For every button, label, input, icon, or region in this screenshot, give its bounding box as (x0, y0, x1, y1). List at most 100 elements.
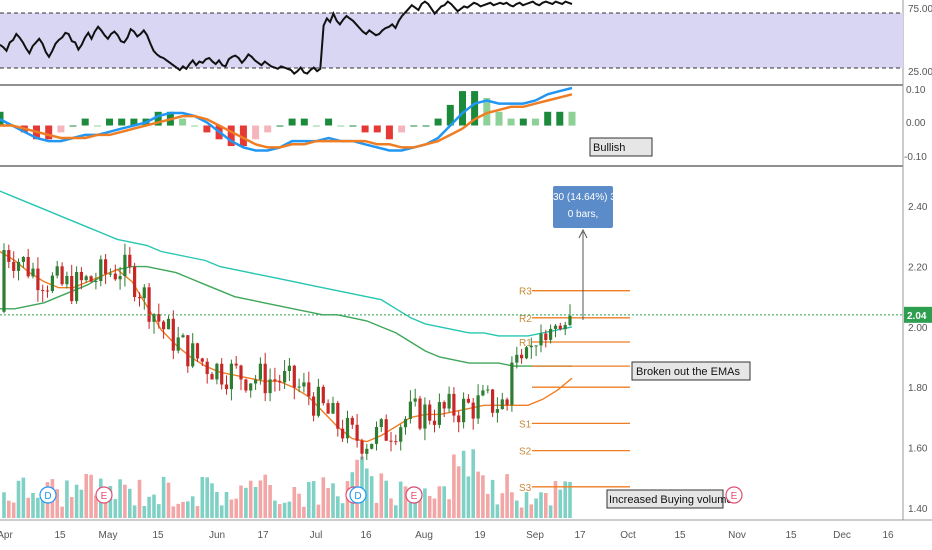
candle-body (210, 374, 214, 380)
candle-body (152, 314, 156, 322)
price-tick-label: 2.20 (908, 263, 928, 274)
event-marker-circle (349, 486, 367, 504)
volume-bar (481, 475, 485, 518)
candle-body (263, 363, 267, 394)
candle-body (524, 347, 529, 359)
measure-tooltip-box (553, 186, 613, 228)
volume-bar (176, 503, 180, 518)
candle-body (384, 419, 388, 441)
macd-histogram-bar (337, 125, 345, 127)
candle-body (486, 389, 490, 391)
time-tick-label: Oct (620, 530, 636, 541)
event-marker-label: E (101, 491, 108, 502)
volume-bar (413, 502, 417, 518)
volume-bar (505, 474, 509, 518)
volume-bar (500, 493, 505, 518)
volume-bar (200, 477, 205, 518)
volume-bar (123, 484, 127, 518)
volume-bar (137, 479, 142, 518)
volume-bar (258, 480, 263, 518)
volume-bar (340, 503, 345, 518)
volume-bar (568, 481, 572, 518)
volume-bar (418, 490, 422, 518)
broken-out-box (631, 361, 751, 381)
last-price-box (904, 306, 932, 323)
candle-body (79, 272, 83, 281)
macd-histogram-bar (544, 111, 552, 126)
volume-bar (476, 471, 480, 518)
volume-bars (2, 449, 572, 518)
candle-body (254, 379, 258, 384)
candle-body (16, 261, 21, 271)
candle-body (544, 333, 548, 340)
candle-body (224, 384, 229, 390)
macd-histogram-bar (507, 118, 515, 126)
volume-bar (94, 495, 98, 518)
candle-body (41, 290, 45, 292)
volume-bar (423, 488, 427, 518)
time-tick-label: 17 (257, 530, 269, 541)
volume-bar (60, 506, 64, 518)
volume-bar (161, 476, 166, 518)
candle-body (365, 448, 369, 454)
volume-bar (128, 488, 132, 518)
volume-bar (190, 496, 195, 518)
macd-histogram-bar (264, 125, 272, 133)
candle-body (510, 362, 514, 405)
volume-bar (548, 505, 553, 518)
price-axis-ticks: 2.40 2.20 2.00 1.80 1.60 1.40 (908, 202, 928, 515)
candle-body (292, 365, 296, 388)
candle-body (476, 395, 480, 419)
candle-body (437, 402, 441, 425)
volume-bar (369, 476, 374, 518)
candle-body (520, 354, 524, 359)
macd-histogram-bar (69, 125, 77, 127)
candle-body (350, 417, 354, 425)
candle-body (234, 363, 238, 366)
candle-body (75, 272, 79, 302)
volume-bar (461, 450, 466, 518)
candle-body (191, 343, 195, 367)
candle-body (94, 281, 98, 282)
volume-bar (539, 492, 543, 518)
volume-bar (36, 497, 40, 518)
volume-bar (157, 504, 161, 518)
candle-body (418, 398, 422, 429)
volume-bar (89, 474, 93, 518)
candle-body (278, 380, 282, 383)
candle-body (70, 276, 74, 302)
event-marker-circle (405, 486, 423, 504)
volume-bar (452, 454, 456, 518)
candle-body (355, 424, 359, 441)
macd-histogram-bar (471, 91, 479, 126)
rsi-tick-upper: 75.00 (908, 4, 932, 15)
macd-histogram-bar (252, 125, 260, 140)
candle-body (45, 290, 50, 292)
candle-body (166, 318, 171, 330)
candle-body (491, 389, 495, 413)
volume-bar (365, 468, 369, 518)
macd-histogram-bar (361, 125, 369, 133)
volume-bar (79, 489, 84, 518)
volume-bar (403, 486, 408, 518)
macd-histogram-bar (349, 125, 357, 127)
candle-body (268, 379, 272, 394)
candle-body (99, 259, 103, 281)
volume-bar (215, 492, 219, 518)
candle-body (495, 409, 499, 413)
candle-body (462, 398, 466, 423)
candle-body (50, 275, 54, 292)
volume-bar (118, 479, 122, 518)
macd-panel: 0.10 0.00 -0.10 Bullish (0, 85, 927, 163)
candle-body (563, 325, 567, 330)
candle-body (457, 415, 461, 423)
volume-bar (398, 481, 403, 518)
macd-histogram-bar (519, 118, 527, 126)
candle-body (31, 268, 35, 277)
candle-body (215, 363, 219, 380)
volume-bar (510, 492, 514, 518)
time-tick-label: Nov (728, 530, 746, 541)
time-tick-label: 15 (785, 530, 797, 541)
